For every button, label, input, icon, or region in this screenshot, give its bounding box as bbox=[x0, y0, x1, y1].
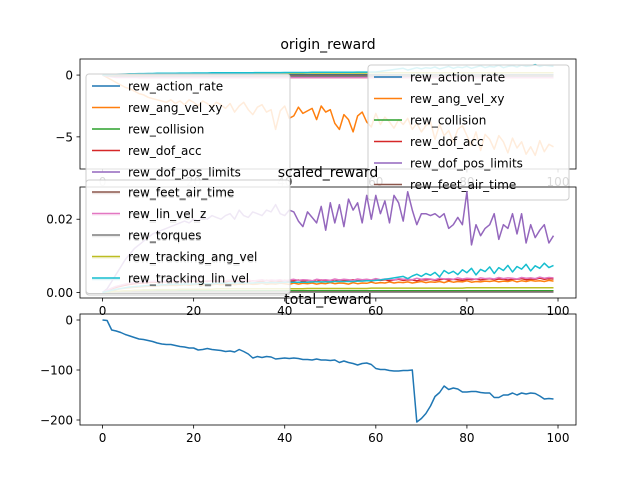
legend-entry-label: rew_ang_vel_xy bbox=[410, 92, 504, 106]
legend-entry-label: rew_tracking_ang_vel bbox=[128, 250, 257, 264]
subplot-scaled: 0 20 40 60 80 1000.000.02rew_feet_air_timerew… bbox=[46, 179, 577, 318]
legend-entry-label: rew_torques bbox=[128, 229, 202, 243]
x-tick-label: 0 bbox=[99, 431, 107, 445]
axes-frame bbox=[79, 186, 577, 299]
x-tick-label: 60 bbox=[368, 304, 383, 318]
series-line-total-reward bbox=[102, 319, 554, 423]
y-tick-label: −100 bbox=[40, 364, 73, 378]
x-tick-label: 80 bbox=[459, 431, 474, 445]
x-tick-label: 40 bbox=[277, 304, 292, 318]
x-tick-label: 0 bbox=[99, 304, 107, 318]
legend-entry-label: rew_action_rate bbox=[410, 71, 505, 85]
x-tick-label: 20 bbox=[186, 431, 201, 445]
legend: rew_action_rate rew_ang_vel_xy rew_collisi… bbox=[367, 64, 570, 201]
chart-title: scaled_reward bbox=[278, 165, 378, 181]
legend-entry-label: rew_collision bbox=[128, 123, 204, 137]
axes-frame bbox=[79, 313, 577, 426]
legend-entry-label: rew_tracking_lin_vel bbox=[128, 272, 249, 286]
x-tick-label: 100 bbox=[547, 304, 570, 318]
legend-entry-label: rew_feet_air_time bbox=[410, 178, 516, 192]
legend-entry-label: rew_action_rate bbox=[128, 80, 223, 94]
x-tick-label: 100 bbox=[547, 431, 570, 445]
legend-entry-label: rew_ang_vel_xy bbox=[128, 101, 222, 115]
subplot-total: 0 20 40 60 80 100 0 −100 −200 bbox=[40, 313, 577, 445]
legend-entry-label: rew_dof_acc bbox=[410, 135, 484, 149]
x-tick-label: 80 bbox=[459, 304, 474, 318]
legend: rew_feet_air_time rew_lin_vel_z rew_torque… bbox=[85, 179, 291, 294]
chart-title: total_reward bbox=[284, 292, 372, 308]
y-tick-label: −5 bbox=[55, 130, 73, 144]
legend-entry-label: rew_dof_acc bbox=[128, 144, 202, 158]
axes-frame bbox=[79, 58, 577, 170]
legend-entry-label: rew_feet_air_time bbox=[128, 186, 234, 200]
y-tick-label: −200 bbox=[40, 414, 73, 428]
legend-entry-label: rew_lin_vel_z bbox=[128, 207, 206, 221]
legend-entry-label: rew_dof_pos_limits bbox=[128, 166, 241, 180]
y-tick-label: 0.00 bbox=[46, 286, 73, 300]
legend-box bbox=[367, 64, 570, 201]
chart-title: origin_reward bbox=[280, 37, 375, 53]
x-tick-label: 40 bbox=[277, 431, 292, 445]
legend-entry-label: rew_dof_pos_limits bbox=[410, 157, 523, 171]
legend-box bbox=[85, 179, 291, 294]
legend-entry-label: rew_collision bbox=[410, 114, 486, 128]
y-tick-label: 0.02 bbox=[46, 213, 73, 227]
y-tick-label: 0 bbox=[65, 314, 73, 328]
x-tick-label: 60 bbox=[368, 431, 383, 445]
x-tick-label: 20 bbox=[186, 304, 201, 318]
y-tick-label: 0 bbox=[65, 69, 73, 83]
